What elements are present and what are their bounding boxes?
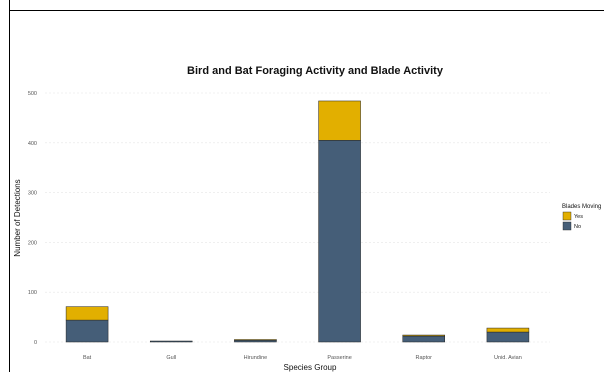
chart-title: Bird and Bat Foraging Activity and Blade… [187,65,444,77]
y-tick-label: 200 [28,240,37,246]
y-axis-ticks: 0 100 200 300 400 500 [28,91,37,346]
gridlines [45,92,550,343]
bar-segment [402,335,445,343]
x-tick-label: Unid. Avian [494,355,522,361]
bar-segment [486,327,530,333]
bar-segment [486,331,530,343]
x-tick-label: Raptor [415,355,432,361]
legend-label: Yes [574,214,583,220]
y-tick-label: 500 [28,91,37,97]
y-tick-label: 300 [28,191,37,197]
legend: Blades Moving Yes No [562,204,601,231]
legend-key [562,211,572,221]
x-tick-label: Hirundine [244,355,268,361]
bar-segment [234,339,277,341]
legend-title: Blades Moving [562,204,601,210]
bar-segment [65,306,109,321]
x-axis-title: Species Group [284,363,337,372]
x-tick-label: Bat [83,355,92,361]
bar-segment [150,340,193,343]
y-tick-label: 400 [28,141,37,147]
bar-segment [318,100,361,141]
bar-segment [402,334,445,337]
x-axis-ticks: Bat Gull Hirundine Passerine Raptor Unid. Avi… [83,355,522,361]
legend-key [562,221,572,231]
bar-segment [318,140,361,343]
y-tick-label: 100 [28,290,37,296]
legend-label: No [574,224,581,230]
bar-segment [65,319,109,343]
x-tick-label: Gull [166,355,176,361]
y-tick-label: 0 [34,340,37,346]
y-axis-title: Number of Detections [13,179,22,256]
bars [65,100,530,343]
x-tick-label: Passerine [327,355,351,361]
